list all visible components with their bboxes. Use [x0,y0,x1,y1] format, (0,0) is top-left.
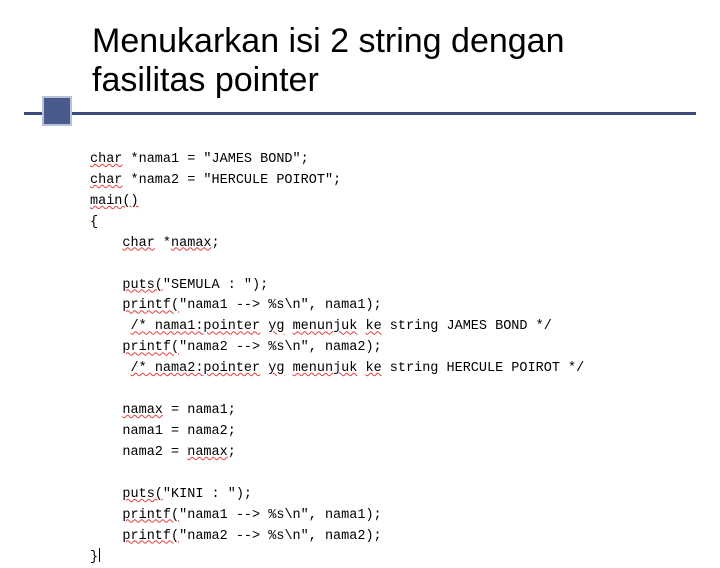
code-token [284,361,292,376]
code-indent [90,529,122,544]
code-token: } [90,550,98,565]
code-token: * [155,236,171,251]
code-token: *nama1 = "JAMES BOND"; [122,152,308,167]
code-token: /* nama1:pointer [131,319,261,334]
code-block: char *nama1 = "JAMES BOND"; char *nama2 … [90,150,584,568]
code-token: namax [171,236,212,251]
code-token: /* nama2:pointer [131,361,261,376]
code-token: "nama2 --> %s\n", nama2); [179,340,382,355]
code-indent [90,508,122,523]
code-token: *nama2 = "HERCULE POIROT"; [122,173,341,188]
code-token: "nama2 --> %s\n", nama2); [179,529,382,544]
code-token: nama2 = [122,445,187,460]
code-token: namax [122,403,163,418]
code-token: char [90,152,122,167]
code-token: printf( [122,298,179,313]
code-token: "KINI : "); [163,487,252,502]
code-token: printf( [122,508,179,523]
code-indent [90,361,131,376]
code-token: char [122,236,154,251]
title-line-1: Menukarkan isi 2 string dengan [92,22,692,61]
code-token: "SEMULA : "); [163,278,268,293]
code-token: printf( [122,529,179,544]
code-token: "nama1 --> %s\n", nama1); [179,508,382,523]
code-token: yg [268,319,284,334]
code-token: string HERCULE POIROT */ [382,361,585,376]
code-token: = nama1; [163,403,236,418]
code-token: puts( [122,278,163,293]
code-indent [90,403,122,418]
code-token: ; [228,445,236,460]
code-token: puts( [122,487,163,502]
accent-square-icon [42,96,72,126]
code-token: yg [268,361,284,376]
code-indent [90,298,122,313]
code-indent [90,340,122,355]
code-indent [90,236,122,251]
code-token: menunjuk [293,319,358,334]
code-token: namax [187,445,228,460]
code-token: ; [212,236,220,251]
code-token: menunjuk [293,361,358,376]
code-token: "nama1 --> %s\n", nama1); [179,298,382,313]
code-indent [90,424,122,439]
code-token: printf( [122,340,179,355]
title-line-2: fasilitas pointer [92,61,692,100]
slide-title: Menukarkan isi 2 string dengan fasilitas… [92,22,692,100]
code-indent [90,487,122,502]
code-token: ke [365,361,381,376]
code-token: char [90,173,122,188]
text-cursor-icon [99,548,100,562]
code-token [284,319,292,334]
code-indent [90,445,122,460]
title-underline [24,112,696,115]
code-indent [90,319,131,334]
code-token: main() [90,194,139,209]
code-token: string JAMES BOND */ [382,319,552,334]
code-token: { [90,215,98,230]
code-indent [90,278,122,293]
code-token: ke [365,319,381,334]
code-token: nama1 = nama2; [122,424,235,439]
